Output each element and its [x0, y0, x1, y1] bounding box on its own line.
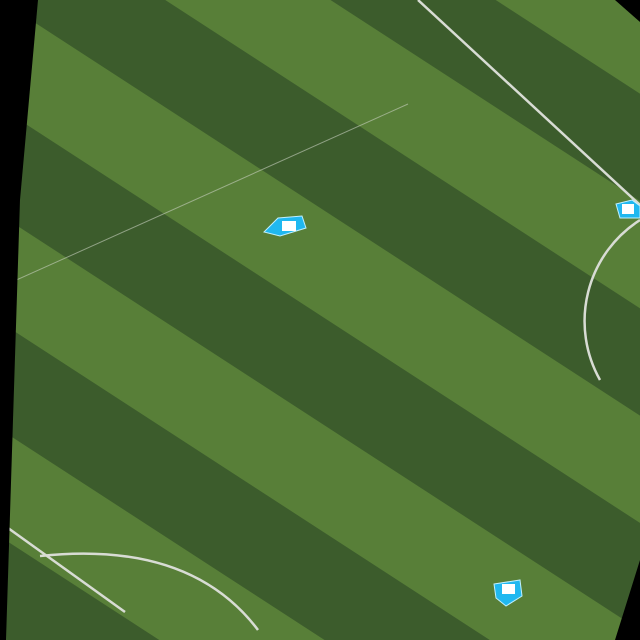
- marker[interactable]: [615, 199, 640, 219]
- marker-icon: [622, 204, 634, 214]
- pitch-line: [11, 103, 409, 283]
- center-circle: [583, 218, 640, 381]
- marker-icon: [282, 221, 296, 231]
- marker-icon: [502, 584, 515, 594]
- corner-line: [7, 526, 126, 614]
- penalty-arc: [39, 552, 259, 631]
- touch-line: [417, 0, 640, 206]
- marker[interactable]: [493, 579, 523, 607]
- marker[interactable]: [263, 215, 307, 237]
